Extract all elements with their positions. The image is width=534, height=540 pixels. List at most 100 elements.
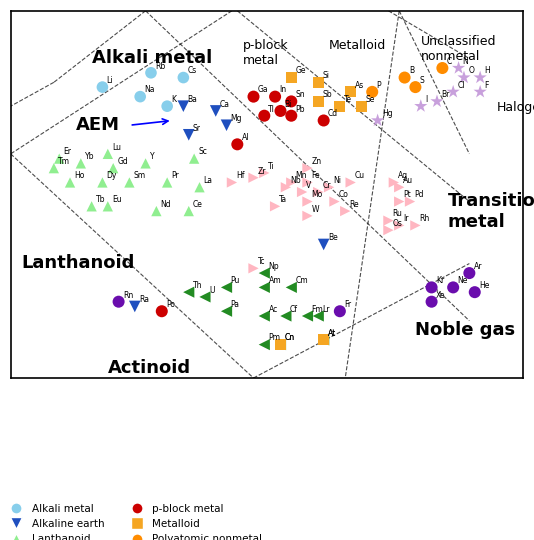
Point [460,73,468,82]
Point [125,178,134,187]
Point [98,178,107,187]
Text: Ho: Ho [74,171,84,180]
Text: Pd: Pd [414,191,423,199]
Point [184,288,193,296]
Point [298,188,307,197]
Point [384,226,392,234]
Text: Tc: Tc [258,257,265,266]
Text: Rh: Rh [420,214,430,223]
Text: Po: Po [166,300,175,309]
Point [88,202,96,211]
Point [400,73,409,82]
Text: Np: Np [269,262,279,271]
Point [314,312,323,320]
Point [406,197,414,206]
Text: Fr: Fr [344,300,351,309]
Point [233,140,241,149]
Text: La: La [203,176,213,185]
Text: In: In [279,85,286,94]
Text: Tb: Tb [96,195,105,204]
Point [276,340,285,349]
Point [476,73,484,82]
Text: Cd: Cd [328,109,338,118]
Text: Nd: Nd [161,200,171,209]
Text: Be: Be [328,233,337,242]
Text: Rb: Rb [155,62,166,71]
Point [319,116,328,125]
Text: Xe: Xe [436,291,445,300]
Point [287,111,295,120]
Point [287,283,295,292]
Text: Mo: Mo [312,191,323,199]
Point [281,312,290,320]
Point [249,173,258,182]
Point [98,83,107,91]
Text: Pu: Pu [231,276,240,285]
Text: Li: Li [107,76,113,85]
Point [276,106,285,115]
Point [249,264,258,273]
Text: Alkali metal: Alkali metal [92,49,212,67]
Point [195,183,204,192]
Text: Ar: Ar [474,262,482,271]
Point [276,340,285,349]
Point [319,335,328,344]
Text: Ce: Ce [193,200,203,209]
Text: K: K [171,95,176,104]
Text: Sm: Sm [134,171,146,180]
Point [76,159,85,168]
Text: Fe: Fe [312,171,320,180]
Text: Na: Na [144,85,155,94]
Point [271,202,279,211]
Point [260,340,269,349]
Point [184,131,193,139]
Point [50,164,58,172]
Point [427,283,436,292]
Text: Mn: Mn [295,171,307,180]
Text: Er: Er [64,147,72,157]
Point [260,168,269,177]
Text: Sc: Sc [198,147,207,157]
Text: Pr: Pr [171,171,179,180]
Point [395,197,404,206]
Point [427,298,436,306]
Point [319,240,328,249]
Text: Rn: Rn [123,291,133,300]
Text: N: N [463,57,468,66]
Text: Noble gas: Noble gas [415,321,515,339]
Point [152,207,161,215]
Point [373,116,382,125]
Text: Tl: Tl [269,105,276,113]
Text: Cl: Cl [457,80,465,90]
Point [222,283,231,292]
Text: H: H [484,66,490,76]
Text: Ir: Ir [403,214,409,223]
Text: Eu: Eu [112,195,122,204]
Text: Ge: Ge [295,66,306,76]
Text: Ni: Ni [333,176,341,185]
Text: Si: Si [323,71,329,80]
Point [303,178,312,187]
Text: Metalloid: Metalloid [329,39,386,52]
Point [260,111,269,120]
Text: Am: Am [269,276,281,285]
Text: Hg: Hg [382,109,392,118]
Point [395,183,404,192]
Point [114,298,123,306]
Point [211,106,220,115]
Text: Bi: Bi [285,100,292,109]
Point [335,307,344,315]
Point [303,197,312,206]
Text: Ca: Ca [220,100,230,109]
Text: I: I [425,95,427,104]
Point [319,335,328,344]
Text: Pb: Pb [295,105,305,113]
Text: Transition
metal: Transition metal [448,192,534,231]
Point [314,188,323,197]
Point [303,312,312,320]
Point [66,178,74,187]
Point [260,312,269,320]
Point [190,154,199,163]
Text: Tm: Tm [58,157,70,166]
Point [335,102,344,111]
